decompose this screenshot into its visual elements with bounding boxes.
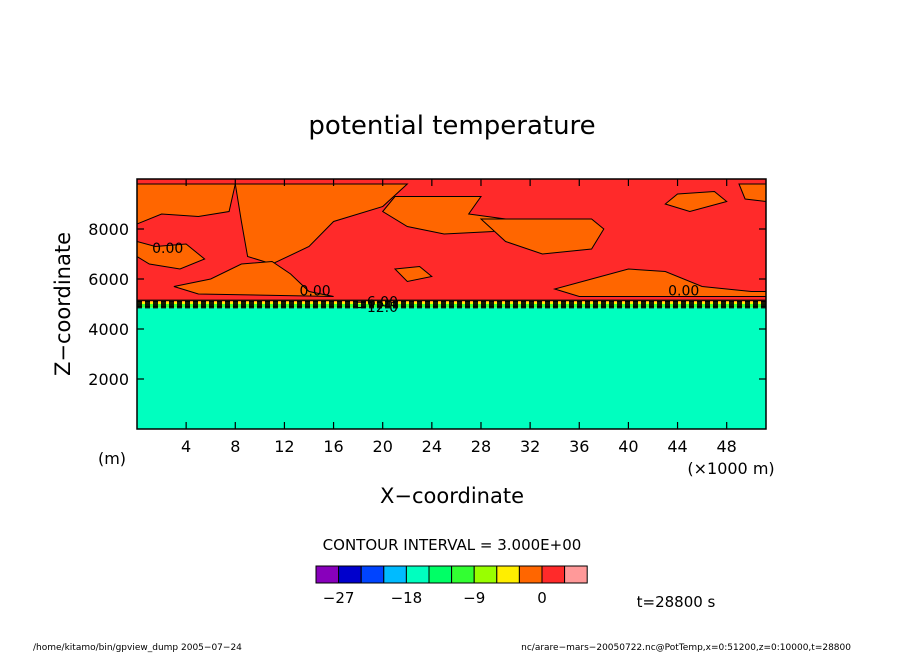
colorbar-swatch-5 xyxy=(428,565,453,584)
colorbar-label-0: −27 xyxy=(323,589,355,607)
colorbar-label-1: −18 xyxy=(391,589,423,607)
contour-label-1: 0.00 xyxy=(300,283,331,299)
contour-label-3: −6.00 xyxy=(355,295,398,311)
contour-region-1 xyxy=(137,304,766,308)
colorbar-swatch-6 xyxy=(451,565,475,584)
x-axis-ticks: 4 8 12 16 20 24 28 32 36 40 44 48 xyxy=(181,179,737,456)
plot-frame xyxy=(136,178,767,430)
contour-interval: CONTOUR INTERVAL = 3.000E+00 xyxy=(323,536,582,554)
x-tick-label-10: 44 xyxy=(667,437,687,456)
x-tick-label-4: 20 xyxy=(373,437,393,456)
y-axis-label: Z−coordinate xyxy=(51,232,75,376)
contour-patch-4 xyxy=(479,218,605,255)
colorbar-label-3: 0 xyxy=(537,589,547,607)
colorbar-swatch-8 xyxy=(496,565,520,584)
x-tick-label-7: 32 xyxy=(520,437,540,456)
contour-label-4: −12.0 xyxy=(355,300,398,316)
x-tick-label-8: 36 xyxy=(569,437,589,456)
contour-patch-5 xyxy=(173,260,334,297)
x-tick-label-3: 16 xyxy=(323,437,343,456)
x-tick-label-1: 8 xyxy=(230,437,240,456)
y-axis-unit: (m) xyxy=(98,449,126,468)
x-tick-label-0: 4 xyxy=(181,437,191,456)
footer-right: nc/arare−mars−20050722.nc@PotTemp,x=0:51… xyxy=(521,643,851,653)
colorbar-swatch-3 xyxy=(383,565,407,584)
y-tick-label-2: 6000 xyxy=(88,270,129,289)
chart-title: potential temperature xyxy=(308,111,595,141)
x-tick-label-9: 40 xyxy=(618,437,638,456)
y-axis-ticks: 2000 4000 6000 8000 xyxy=(88,220,766,389)
colorbar-swatch-2 xyxy=(360,565,385,584)
footer-left: /home/kitamo/bin/gpview_dump 2005−07−24 xyxy=(33,643,242,653)
colorbar-label-2: −9 xyxy=(463,589,485,607)
contour-patch-9 xyxy=(393,265,433,283)
y-tick-label-0: 2000 xyxy=(88,370,129,389)
colorbar-swatch-4 xyxy=(405,565,430,584)
contour-patch-7 xyxy=(738,183,766,203)
x-tick-label-6: 28 xyxy=(471,437,491,456)
colorbar-swatch-9 xyxy=(518,565,543,584)
contour-label-2: 0.00 xyxy=(668,283,699,299)
y-tick-label-1: 4000 xyxy=(88,320,129,339)
contour-patch-6 xyxy=(552,268,766,297)
contour-region-0 xyxy=(137,307,766,429)
x-tick-label-11: 48 xyxy=(717,437,737,456)
colorbar-swatch-1 xyxy=(338,565,362,584)
colorbar-swatch-7 xyxy=(473,565,498,584)
contour-patch-2 xyxy=(234,183,409,265)
x-axis-label: X−coordinate xyxy=(380,484,524,508)
plot-area: 0.00 0.00 0.00 −6.00−12.0 xyxy=(136,178,767,430)
colorbar-swatch-11 xyxy=(564,565,588,584)
x-axis-unit: (×1000 m) xyxy=(687,459,774,478)
contour-patch-1 xyxy=(137,240,206,270)
y-tick-label-3: 8000 xyxy=(88,220,129,239)
colorbar-swatch-0 xyxy=(315,565,340,584)
x-tick-label-5: 24 xyxy=(422,437,442,456)
colorbar-swatch-10 xyxy=(541,565,566,584)
contour-patch-8 xyxy=(664,190,728,213)
contour-label-0: 0.00 xyxy=(152,241,183,257)
time-label: t=28800 s xyxy=(637,593,716,611)
colorbar: −27 −18 −9 0 xyxy=(315,565,588,607)
x-tick-label-2: 12 xyxy=(274,437,294,456)
